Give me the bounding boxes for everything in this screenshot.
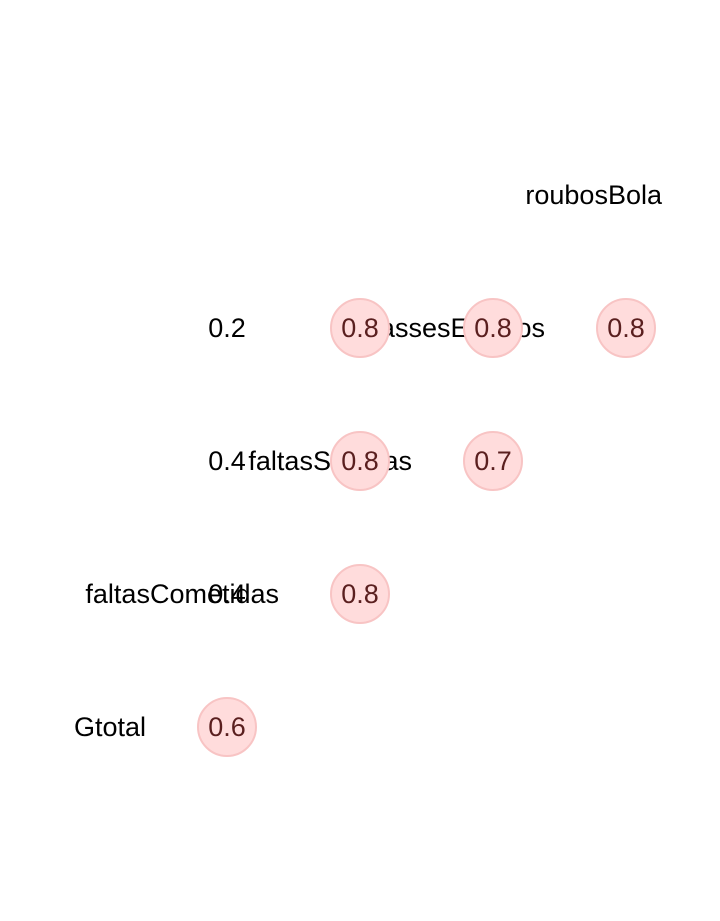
var-label-faltas-cometidas: faltasCometidas xyxy=(85,579,279,609)
cell-value-label: 0.4 xyxy=(208,579,246,609)
cell-value-label: 0.8 xyxy=(474,313,512,343)
cell-faltas-cometidas-gtotal: 0.6 xyxy=(197,697,257,757)
cell-value-label: 0.4 xyxy=(208,446,246,476)
cell-highlight-circle xyxy=(330,431,390,491)
correlation-cells: 0.6 0.4 0.8 0.4 0.8 0.7 0.2 0.8 0.8 0.8 xyxy=(197,298,656,757)
cell-value-label: 0.8 xyxy=(607,313,645,343)
cell-value-label: 0.8 xyxy=(341,446,379,476)
cell-highlight-circle xyxy=(330,298,390,358)
cell-value-label: 0.6 xyxy=(208,712,246,742)
cell-roubos-bola-faltas-sofridas: 0.8 xyxy=(463,298,523,358)
cell-faltas-sofridas-gtotal: 0.4 xyxy=(208,579,246,609)
var-label-roubos-bola: roubosBola xyxy=(525,180,663,210)
cell-highlight-circle xyxy=(463,298,523,358)
cell-value-label: 0.7 xyxy=(474,446,512,476)
cell-roubos-bola-gtotal: 0.2 xyxy=(208,313,246,343)
cell-passes-errados-faltas-cometidas: 0.8 xyxy=(330,431,390,491)
cell-value-label: 0.8 xyxy=(341,313,379,343)
cell-highlight-circle xyxy=(330,564,390,624)
cell-faltas-sofridas-faltas-cometidas: 0.8 xyxy=(330,564,390,624)
var-label-gtotal: Gtotal xyxy=(74,712,146,742)
cell-roubos-bola-passes-errados: 0.8 xyxy=(596,298,656,358)
cell-passes-errados-faltas-sofridas: 0.7 xyxy=(463,431,523,491)
cell-value-label: 0.2 xyxy=(208,313,246,343)
cell-highlight-circle xyxy=(463,431,523,491)
cell-roubos-bola-faltas-cometidas: 0.8 xyxy=(330,298,390,358)
cell-highlight-circle xyxy=(596,298,656,358)
cell-highlight-circle xyxy=(197,697,257,757)
cell-passes-errados-gtotal: 0.4 xyxy=(208,446,246,476)
cell-value-label: 0.8 xyxy=(341,579,379,609)
